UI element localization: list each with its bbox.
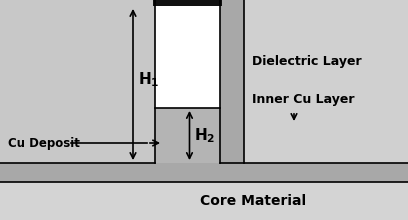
Bar [155, 163, 220, 182]
Bar [155, 108, 220, 163]
Text: Dielectric Layer: Dielectric Layer [252, 55, 361, 68]
Text: $\mathbf{H_1}$: $\mathbf{H_1}$ [138, 70, 160, 89]
Text: Cu Deposit: Cu Deposit [8, 136, 80, 150]
Bar [153, 0, 222, 6]
Bar [0, 182, 408, 220]
Bar [244, 0, 408, 163]
Text: Core Material: Core Material [200, 194, 306, 208]
Bar [155, 0, 220, 108]
Text: Inner Cu Layer: Inner Cu Layer [252, 94, 355, 106]
Bar [0, 0, 155, 163]
Bar [0, 163, 155, 182]
Bar [220, 163, 408, 182]
Bar [220, 0, 244, 163]
Text: $\mathbf{H_2}$: $\mathbf{H_2}$ [193, 126, 215, 145]
